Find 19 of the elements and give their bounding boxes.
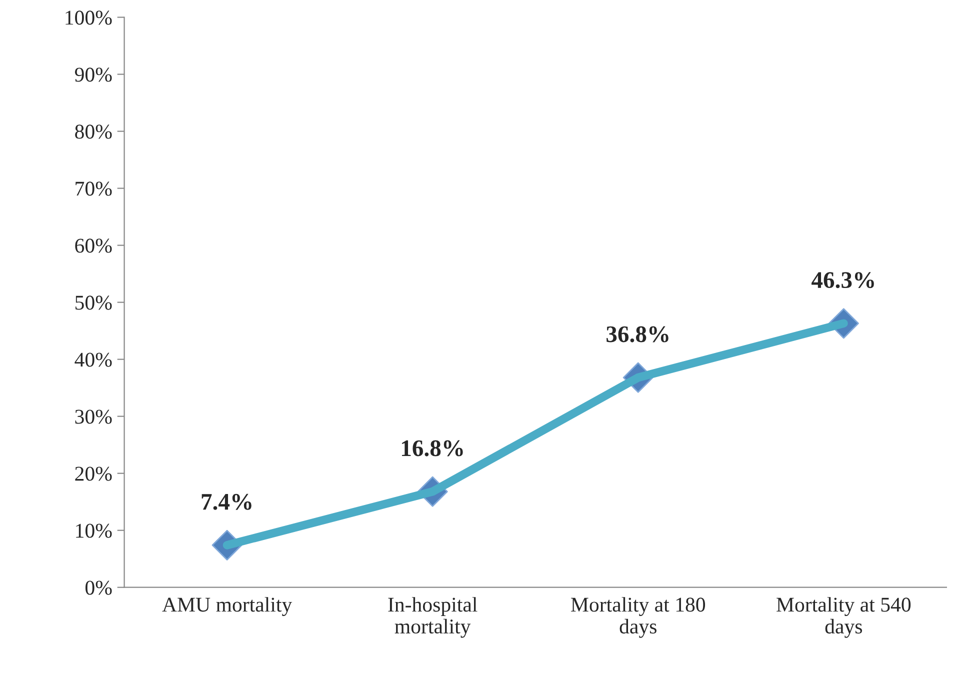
x-tick-label: Mortality at 540 days (776, 597, 911, 638)
x-tick-label: AMU mortality (162, 597, 292, 616)
y-tick-label: 30% (75, 410, 112, 424)
y-tick-label: 60% (75, 238, 112, 253)
y-tick-label: 80% (75, 124, 112, 139)
y-tick-label: 40% (74, 352, 112, 367)
y-tick-label: 100% (66, 10, 112, 25)
x-tick-label: In-hospital mortality (388, 597, 478, 638)
y-tick-label: 0% (86, 580, 112, 595)
data-label: 46.3% (812, 272, 874, 288)
y-tick-label: 70% (76, 182, 112, 196)
y-tick-label: 10% (76, 524, 112, 538)
data-label: 7.4% (202, 494, 252, 510)
data-label: 16.8% (402, 440, 463, 456)
y-tick-label: 90% (74, 68, 112, 82)
y-tick-label: 20% (75, 466, 112, 481)
data-label: 36.8% (606, 326, 668, 342)
x-tick-label: Mortality at 180 days (571, 597, 706, 638)
y-tick-label: 50% (76, 296, 112, 310)
